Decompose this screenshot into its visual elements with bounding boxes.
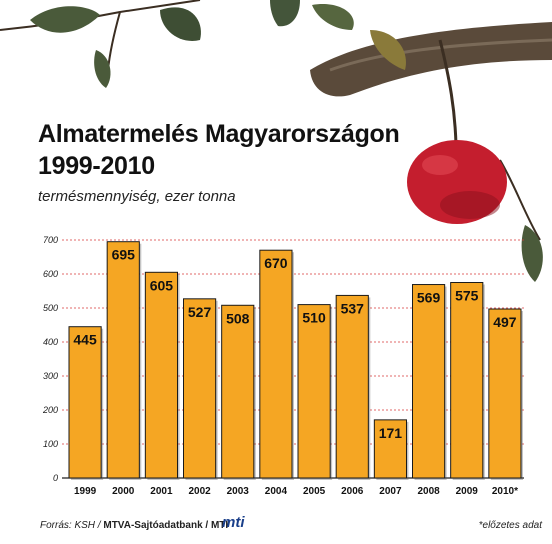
bar bbox=[68, 326, 102, 479]
y-tick-label: 0 bbox=[53, 473, 58, 483]
x-tick-label: 2007 bbox=[379, 486, 402, 497]
bar bbox=[221, 304, 255, 479]
data-label: 569 bbox=[417, 290, 441, 306]
bar bbox=[488, 308, 522, 479]
y-tick-label: 200 bbox=[42, 405, 58, 415]
y-tick-label: 300 bbox=[43, 371, 58, 381]
bar bbox=[259, 249, 293, 479]
x-tick-label: 2009 bbox=[456, 486, 479, 497]
y-tick-label: 600 bbox=[43, 269, 58, 279]
data-label: 171 bbox=[379, 425, 403, 441]
data-label: 445 bbox=[73, 332, 97, 348]
x-tick-label: 2006 bbox=[341, 486, 364, 497]
x-tick-label: 2004 bbox=[265, 486, 288, 497]
y-tick-label: 700 bbox=[43, 235, 58, 245]
x-tick-label: 2001 bbox=[150, 486, 173, 497]
x-tick-label: 2005 bbox=[303, 486, 326, 497]
x-axis: 1999 2000 2001 2002 2003 2004 2005 2006 2007 2008… bbox=[74, 486, 518, 497]
bar bbox=[297, 304, 331, 479]
x-tick-label: 1999 bbox=[74, 486, 97, 497]
data-label: 670 bbox=[264, 255, 288, 271]
preliminary-data-note: *előzetes adat bbox=[478, 520, 542, 531]
x-tick-label: 2008 bbox=[417, 486, 440, 497]
bars bbox=[68, 241, 523, 480]
bar bbox=[412, 284, 446, 479]
x-tick-label: 2003 bbox=[227, 486, 250, 497]
data-labels: 445 695 605 527 508 670 510 537 171 569 575 497 bbox=[73, 247, 516, 441]
bar bbox=[335, 294, 369, 479]
x-tick-label: 2010* bbox=[492, 486, 518, 497]
source-prefix: Forrás: KSH / bbox=[40, 520, 104, 531]
y-tick-label: 100 bbox=[43, 439, 58, 449]
y-tick-label: 400 bbox=[43, 337, 58, 347]
data-label: 508 bbox=[226, 310, 250, 326]
title-line-2: 1999-2010 bbox=[38, 152, 155, 180]
mti-logo: mti bbox=[222, 514, 245, 531]
bar bbox=[373, 419, 408, 479]
data-label: 510 bbox=[302, 310, 326, 326]
branch-icon bbox=[0, 0, 552, 241]
x-tick-label: 2000 bbox=[112, 486, 135, 497]
data-label: 537 bbox=[341, 300, 365, 316]
data-label: 575 bbox=[455, 288, 479, 304]
page-title: Almatermelés Magyarországon 1999-2010 bbox=[38, 118, 400, 182]
leaf-icon bbox=[30, 0, 543, 282]
data-label: 695 bbox=[112, 247, 136, 263]
source-bold: MTVA-Sajtóadatbank / MTI bbox=[103, 520, 229, 531]
data-label: 497 bbox=[493, 314, 517, 330]
bar bbox=[450, 282, 484, 479]
data-label: 605 bbox=[150, 277, 174, 293]
y-tick-label: 500 bbox=[43, 303, 58, 313]
bar bbox=[144, 271, 178, 479]
source-credit: Forrás: KSH / MTVA-Sajtóadatbank / MTI bbox=[40, 520, 228, 531]
chart-subtitle: termésmennyiség, ezer tonna bbox=[38, 188, 236, 205]
apple-icon bbox=[407, 140, 507, 224]
bar bbox=[106, 241, 140, 479]
data-label: 527 bbox=[188, 304, 212, 320]
x-tick-label: 2002 bbox=[188, 486, 211, 497]
bar bbox=[183, 298, 217, 479]
title-line-1: Almatermelés Magyarországon bbox=[38, 120, 400, 148]
